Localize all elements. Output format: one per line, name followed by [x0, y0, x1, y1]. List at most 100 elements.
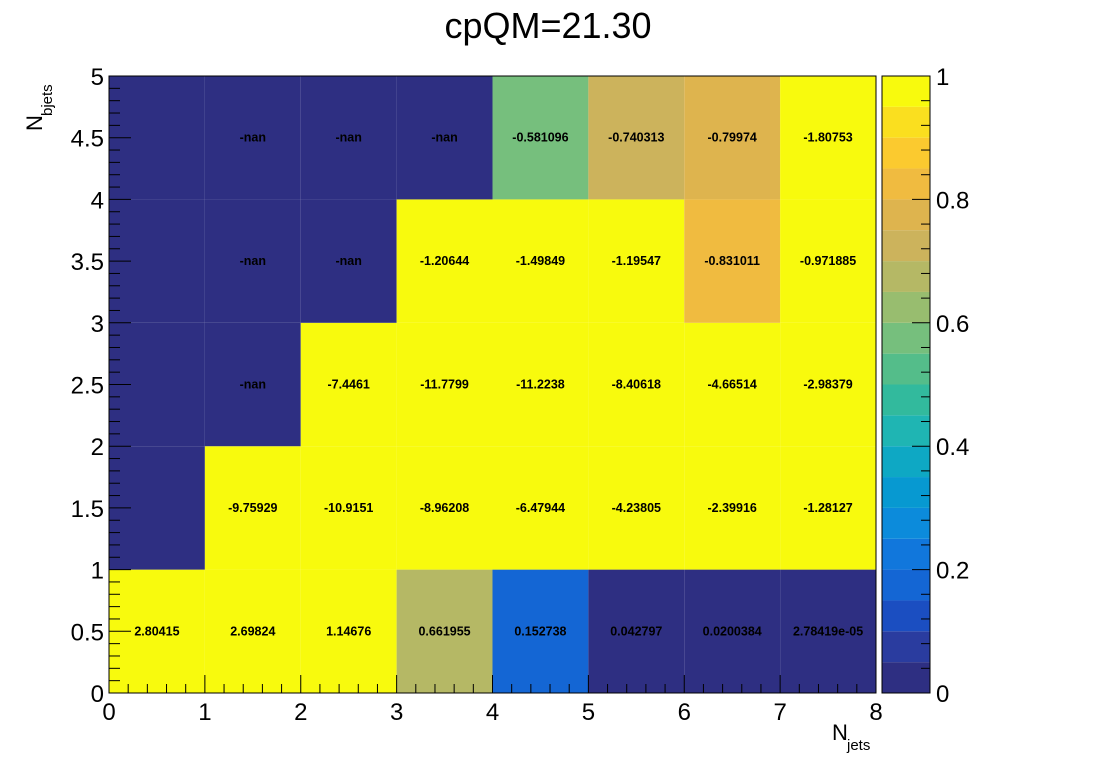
color-scale-band [882, 322, 930, 354]
color-scale-band [882, 446, 930, 478]
heatmap-cell [684, 76, 781, 200]
color-scale-band [882, 230, 930, 262]
z-tick-label: 0.6 [936, 311, 969, 338]
heatmap-cell [204, 199, 301, 323]
chart-title: cpQM=21.30 [444, 5, 651, 46]
cell-value-label: -nan [335, 131, 361, 145]
y-tick-label: 0.5 [71, 619, 104, 646]
heatmap-cell [204, 569, 301, 693]
heatmap-cell [492, 446, 589, 570]
x-tick-label: 3 [390, 699, 403, 726]
color-scale-band [882, 291, 930, 323]
z-tick-label: 1 [936, 64, 949, 91]
heatmap-cell [300, 446, 397, 570]
cell-value-labels: 2.80415 2.69824 1.14676 0.661955 0.152738 0.0… [134, 131, 863, 639]
color-scale-band [882, 415, 930, 447]
color-scale-band [882, 199, 930, 231]
color-scale-band [882, 662, 930, 693]
cell-value-label: 0.042797 [610, 624, 662, 638]
cell-value-label: 2.78419e-05 [793, 624, 863, 638]
heatmap-cell [492, 322, 589, 447]
cell-value-label: 0.152738 [514, 624, 566, 638]
cell-value-label: -7.4461 [327, 378, 369, 392]
x-tick-label: 6 [678, 699, 691, 726]
heatmap-cell [780, 199, 876, 323]
color-scale-frame [881, 75, 931, 694]
cell-value-label: -6.47944 [516, 501, 565, 515]
color-scale-band [882, 261, 930, 292]
cell-value-label: -2.98379 [803, 378, 852, 392]
y-tick-label: 2 [91, 434, 104, 461]
y-tick-label: 0 [91, 681, 104, 708]
heatmap-cell [588, 446, 685, 570]
heatmap-cell [396, 76, 493, 200]
color-scale-band [882, 137, 930, 169]
x-axis: 0 1 2 3 4 5 6 7 8 [102, 675, 883, 726]
heatmap-cell [780, 569, 876, 693]
x-tick-label: 1 [198, 699, 211, 726]
cell-value-label: -nan [335, 254, 361, 268]
heatmap-cell [588, 199, 685, 323]
heatmap-cell [684, 322, 781, 447]
x-tick-label: 5 [582, 699, 595, 726]
x-axis-label-subscript: jets [846, 737, 870, 754]
color-scale-band [882, 353, 930, 385]
color-scale-bar [882, 76, 930, 693]
heatmap-cell [204, 76, 301, 200]
x-tick-label: 0 [102, 699, 115, 726]
y-tick-label: 4 [91, 187, 104, 214]
cell-value-label: -8.40618 [612, 378, 661, 392]
y-axis: 0 0.5 1 1.5 2 2.5 3 3.5 4 4.5 5 [71, 64, 131, 708]
cell-value-label: -0.831011 [704, 254, 760, 268]
cell-value-label: -8.96208 [420, 501, 469, 515]
cell-value-label: -0.971885 [800, 254, 856, 268]
cell-value-label: -11.2238 [516, 378, 565, 392]
y-tick-label: 1.5 [71, 496, 104, 523]
y-tick-label: 5 [91, 64, 104, 91]
heatmap-cell [492, 199, 589, 323]
x-tick-label: 7 [773, 699, 786, 726]
heatmap-cell [780, 322, 876, 447]
heatmap-cell [396, 569, 493, 693]
color-scale-band [882, 569, 930, 601]
cell-value-label: -4.23805 [612, 501, 661, 515]
cell-value-label: -11.7799 [420, 378, 469, 392]
x-axis-label: N [832, 720, 848, 745]
cell-value-label: -0.740313 [608, 131, 664, 145]
heatmap-cell [204, 322, 301, 447]
cell-value-label: 2.69824 [230, 624, 275, 638]
cell-value-label: -4.66514 [708, 378, 757, 392]
heatmap-cell [396, 322, 493, 447]
cell-value-label: -nan [240, 378, 266, 392]
cell-value-label: -1.20644 [420, 254, 469, 268]
z-tick-label: 0.4 [936, 434, 969, 461]
heatmap-cell [780, 446, 876, 570]
cell-value-label: -nan [240, 131, 266, 145]
cell-value-label: 2.80415 [134, 624, 179, 638]
cell-value-label: -9.75929 [228, 501, 277, 515]
cell-value-label: -nan [240, 254, 266, 268]
y-tick-label: 4.5 [71, 126, 104, 153]
heatmap-cell [492, 569, 589, 693]
cell-value-label: -10.9151 [324, 501, 373, 515]
color-scale-band [882, 631, 930, 663]
heatmap-cell [588, 322, 685, 447]
cell-value-label: -1.49849 [516, 254, 565, 268]
heatmap-cell [588, 569, 685, 693]
z-tick-label: 0.2 [936, 558, 969, 585]
color-scale-band [882, 106, 930, 138]
cell-value-label: -0.581096 [512, 131, 568, 145]
color-scale-band [882, 76, 930, 107]
color-scale-band [882, 600, 930, 632]
z-tick-label: 0.8 [936, 187, 969, 214]
y-axis-label-subscript: bjets [39, 84, 56, 116]
cell-value-label: -0.79974 [708, 131, 757, 145]
x-tick-label: 4 [486, 699, 499, 726]
y-tick-label: 3 [91, 311, 104, 338]
cell-value-label: -1.19547 [612, 254, 661, 268]
heatmap-cell [300, 569, 397, 693]
color-scale-band [882, 507, 930, 539]
x-tick-label: 8 [869, 699, 882, 726]
cell-value-label: 1.14676 [326, 624, 371, 638]
